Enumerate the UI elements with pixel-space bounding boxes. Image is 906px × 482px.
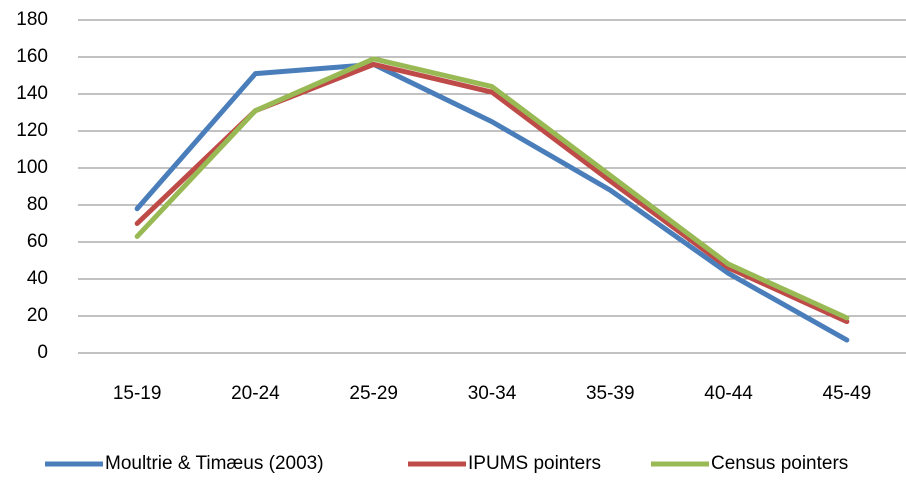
- legend-label: Moultrie & Timæus (2003): [105, 453, 324, 474]
- x-tick-label: 45-49: [823, 383, 872, 404]
- y-tick-label: 160: [16, 46, 48, 67]
- x-tick-label: 30-34: [468, 383, 517, 404]
- y-tick-label: 40: [27, 268, 48, 289]
- series-line: [134, 61, 850, 343]
- series-line: [134, 56, 850, 321]
- x-tick-label: 20-24: [231, 383, 280, 404]
- legend-label: Census pointers: [711, 453, 848, 474]
- x-tick-label: 35-39: [586, 383, 635, 404]
- y-tick-label: 60: [27, 231, 48, 252]
- y-tick-label: 100: [16, 157, 48, 178]
- y-tick-label: 120: [16, 120, 48, 141]
- y-tick-label: 180: [16, 9, 48, 30]
- y-tick-label: 80: [27, 194, 48, 215]
- y-tick-label: 0: [37, 342, 48, 363]
- legend-label: IPUMS pointers: [468, 453, 601, 474]
- y-tick-label: 20: [27, 305, 48, 326]
- x-tick-label: 25-29: [349, 383, 398, 404]
- y-tick-label: 140: [16, 83, 48, 104]
- x-tick-label: 15-19: [113, 383, 162, 404]
- x-tick-label: 40-44: [704, 383, 753, 404]
